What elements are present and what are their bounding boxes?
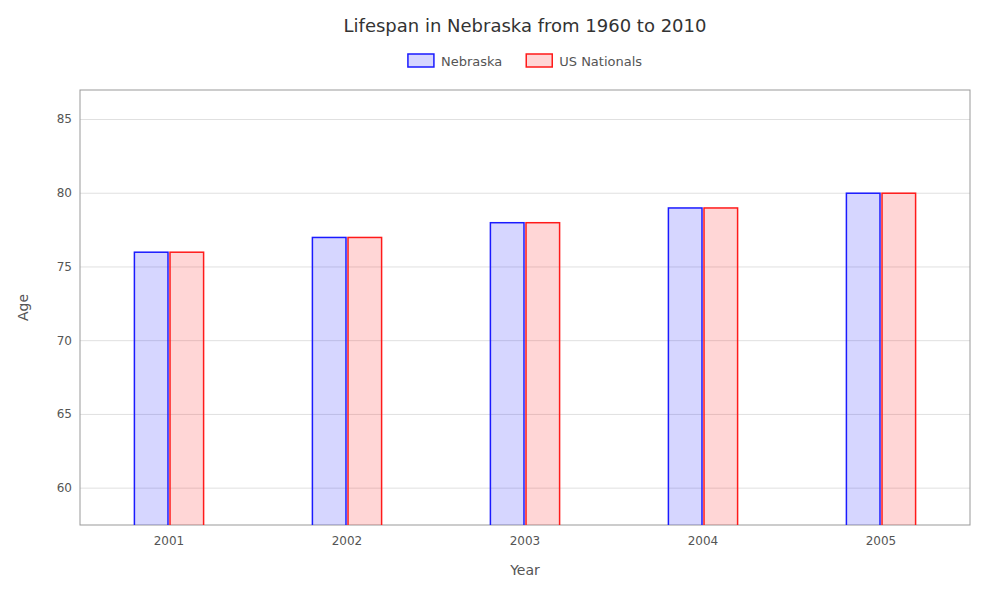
y-tick-label: 70 [57,334,72,348]
chart-container: 60 65 70 75 80 85 2001 2002 2003 2004 2005 Lifespan… [0,0,1000,600]
legend-swatch [526,54,552,67]
x-axis-label: Year [509,562,540,578]
bar [134,252,168,525]
bars [134,193,915,525]
legend-label: Nebraska [441,54,502,69]
bar [704,208,738,525]
grid-line [80,266,970,267]
y-tick-label: 85 [57,112,72,126]
grid-line [80,340,970,341]
grid-line [80,193,970,194]
bar [526,223,560,525]
legend-item: Nebraska [408,54,502,69]
bar [668,208,702,525]
legend-item: US Nationals [526,54,642,69]
x-tick-label: 2002 [332,534,363,548]
y-tick-label: 65 [57,407,72,421]
x-tick-label: 2003 [510,534,541,548]
legend-swatch [408,54,434,67]
grid-line [80,488,970,489]
plot-frame [80,90,970,525]
grid-line [80,414,970,415]
bar [348,237,382,525]
bar [846,193,880,525]
bar [490,223,524,525]
bar [312,237,346,525]
y-tick-label: 60 [57,481,72,495]
x-tick-label: 2001 [154,534,185,548]
bar [170,252,204,525]
y-axis-label: Age [15,294,31,321]
chart: 60 65 70 75 80 85 2001 2002 2003 2004 2005 Lifespan… [0,0,1000,600]
x-tick-label: 2005 [866,534,897,548]
bar [882,193,916,525]
y-tick-label: 80 [57,186,72,200]
x-tick-label: 2004 [688,534,719,548]
legend: Nebraska US Nationals [408,54,642,69]
title: Lifespan in Nebraska from 1960 to 2010 [344,15,707,36]
y-tick-label: 75 [57,260,72,274]
legend-label: US Nationals [559,54,642,69]
grid-line [80,119,970,120]
